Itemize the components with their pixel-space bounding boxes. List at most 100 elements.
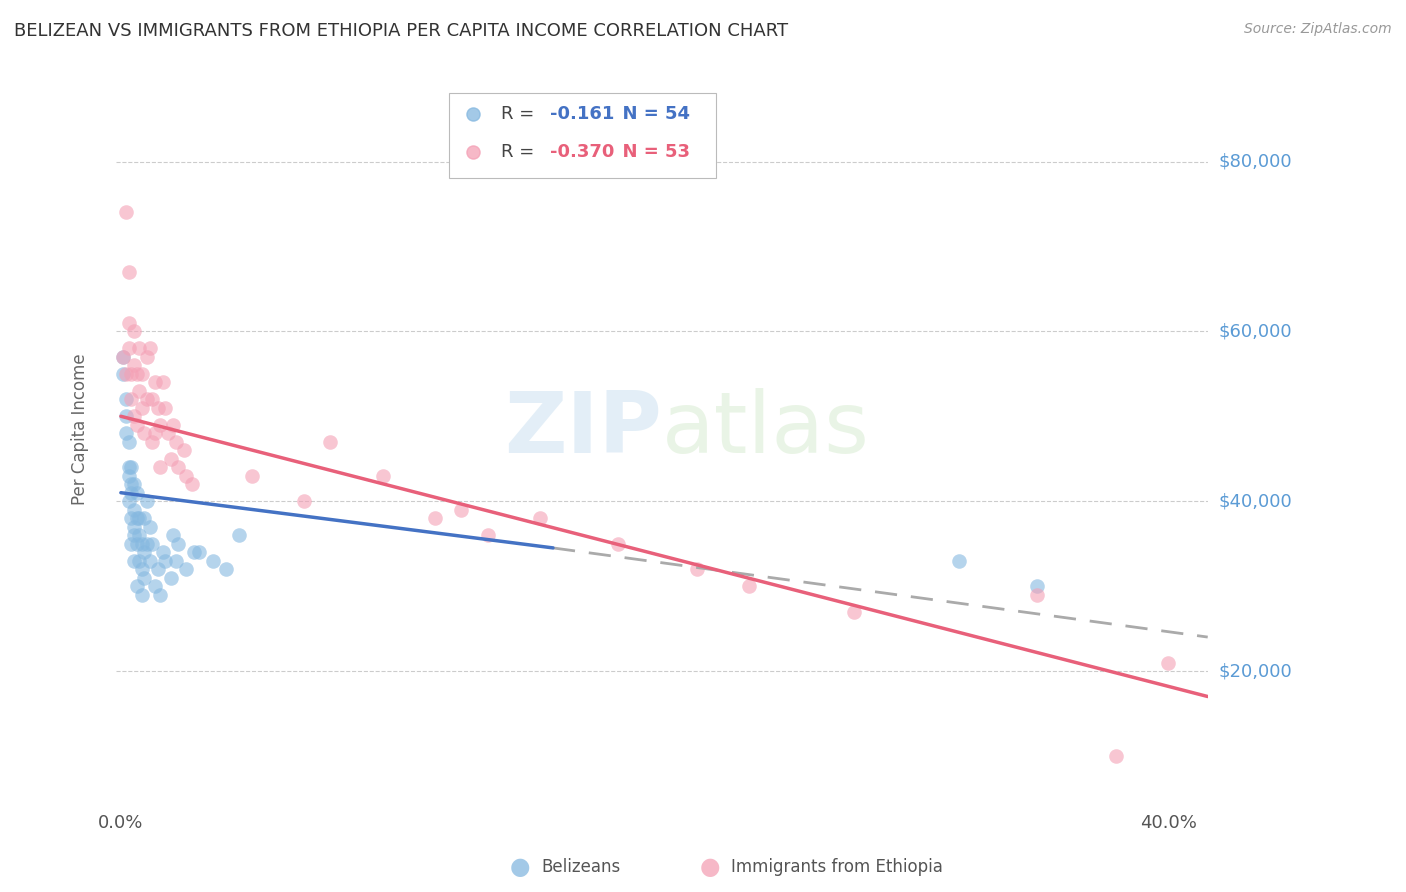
Point [214, 562, 236, 576]
Point [120, 460, 142, 475]
Point [188, 545, 211, 559]
Point [112, 367, 135, 381]
Point [115, 392, 138, 407]
Point [122, 409, 145, 424]
Text: BELIZEAN VS IMMIGRANTS FROM ETHIOPIA PER CAPITA INCOME CORRELATION CHART: BELIZEAN VS IMMIGRANTS FROM ETHIOPIA PER… [14, 22, 789, 40]
Point [167, 536, 190, 550]
Point [131, 588, 153, 602]
Point [128, 342, 150, 356]
Point [122, 359, 145, 373]
Point [120, 392, 142, 407]
Point [118, 265, 141, 279]
Point [319, 434, 342, 449]
Point [136, 494, 159, 508]
Point [1105, 748, 1128, 763]
Y-axis label: Per Capita Income: Per Capita Income [72, 353, 89, 505]
Point [122, 324, 145, 338]
Point [529, 511, 551, 525]
Point [159, 451, 181, 466]
Point [450, 502, 472, 516]
Point [149, 460, 172, 475]
Text: N = 53: N = 53 [610, 143, 690, 161]
Text: R =: R = [501, 143, 540, 161]
Point [134, 426, 156, 441]
Point [128, 554, 150, 568]
Point [115, 367, 138, 381]
Point [173, 443, 195, 458]
Point [141, 434, 163, 449]
Point [128, 384, 150, 398]
Point [146, 401, 169, 415]
Point [134, 511, 156, 525]
Point [115, 426, 138, 441]
Text: $60,000: $60,000 [1219, 322, 1292, 341]
Point [152, 376, 174, 390]
Text: -0.161: -0.161 [550, 104, 614, 122]
Point [165, 554, 187, 568]
Point [122, 519, 145, 533]
Point [1026, 579, 1049, 593]
Point [118, 494, 141, 508]
Point [118, 316, 141, 330]
Text: $80,000: $80,000 [1219, 153, 1292, 170]
Text: Immigrants from Ethiopia: Immigrants from Ethiopia [731, 858, 943, 876]
Point [143, 376, 166, 390]
Point [134, 571, 156, 585]
Point [118, 434, 141, 449]
Point [131, 536, 153, 550]
Point [176, 562, 198, 576]
Point [136, 350, 159, 364]
Point [122, 477, 145, 491]
Point [134, 545, 156, 559]
Point [201, 554, 224, 568]
Point [120, 536, 142, 550]
Text: atlas: atlas [662, 387, 870, 470]
Point [159, 571, 181, 585]
Point [176, 468, 198, 483]
Point [125, 579, 148, 593]
Point [141, 536, 163, 550]
Point [948, 554, 970, 568]
Point [165, 434, 187, 449]
Point [115, 409, 138, 424]
Point [738, 579, 761, 593]
Point [156, 426, 179, 441]
Point [152, 545, 174, 559]
Point [118, 468, 141, 483]
Point [120, 511, 142, 525]
Point [292, 494, 315, 508]
Point [966, 834, 988, 848]
Point [125, 417, 148, 432]
Point [167, 460, 190, 475]
Text: Belizeans: Belizeans [541, 858, 620, 876]
Point [118, 460, 141, 475]
Point [143, 579, 166, 593]
Point [122, 502, 145, 516]
Point [112, 350, 135, 364]
Text: R =: R = [501, 104, 540, 122]
Point [477, 528, 499, 542]
Point [966, 834, 988, 848]
Point [138, 554, 160, 568]
Point [141, 392, 163, 407]
Point [1157, 656, 1180, 670]
Point [143, 426, 166, 441]
Text: N = 54: N = 54 [610, 104, 690, 122]
Point [180, 477, 202, 491]
Text: ZIP: ZIP [503, 387, 662, 470]
Text: ●: ● [510, 855, 530, 879]
Point [131, 401, 153, 415]
Point [125, 367, 148, 381]
Point [136, 536, 159, 550]
Point [371, 468, 394, 483]
Point [120, 477, 142, 491]
Point [155, 401, 177, 415]
Point [146, 562, 169, 576]
Point [128, 528, 150, 542]
Point [120, 485, 142, 500]
Point [844, 605, 866, 619]
Point [423, 511, 446, 525]
Point [162, 528, 184, 542]
FancyBboxPatch shape [449, 93, 716, 178]
Point [120, 367, 142, 381]
